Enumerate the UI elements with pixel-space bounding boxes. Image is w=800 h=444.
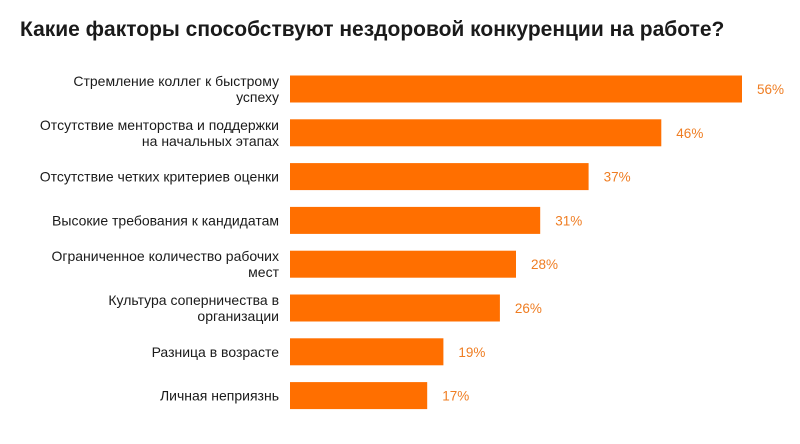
bar xyxy=(290,338,444,366)
bar xyxy=(290,382,428,410)
category-label-line: мест xyxy=(248,264,279,280)
category-label: Отсутствие четких критериев оценки xyxy=(40,169,279,185)
chart-title: Какие факторы способствуют нездоровой ко… xyxy=(20,18,725,41)
category-label: Ограниченное количество рабочих мест xyxy=(51,248,279,280)
category-label-line: организации xyxy=(197,308,279,324)
value-label: 26% xyxy=(515,301,542,316)
value-label: 28% xyxy=(531,257,558,272)
value-label: 46% xyxy=(676,126,703,141)
bars-layer xyxy=(290,75,742,410)
category-label-line: Стремление коллег к быстрому xyxy=(73,73,279,89)
bar xyxy=(290,75,742,103)
category-label-line: Высокие требования к кандидатам xyxy=(52,212,279,228)
bar xyxy=(290,163,589,191)
category-label-line: Ограниченное количество рабочих xyxy=(51,248,279,264)
category-labels-layer: Стремление коллег к быстрому успеху Отсутс… xyxy=(40,73,280,404)
bar xyxy=(290,119,662,147)
category-label-line: Отсутствие четких критериев оценки xyxy=(40,169,279,185)
category-label: Отсутствие менторства и поддержки на нача… xyxy=(40,117,279,149)
category-label-line: Личная неприязнь xyxy=(160,388,279,404)
bar xyxy=(290,206,541,234)
value-labels-layer: 56% 46% 37% 31% 28% 26% 19% 17% xyxy=(442,82,784,404)
category-label: Высокие требования к кандидатам xyxy=(52,212,279,228)
category-label-line: Культура соперничества в xyxy=(108,292,279,308)
category-label: Стремление коллег к быстрому успеху xyxy=(73,73,279,105)
category-label: Культура соперничества в организации xyxy=(108,292,279,324)
category-label-line: Разница в возрасте xyxy=(152,344,280,360)
value-label: 56% xyxy=(757,82,784,97)
category-label: Разница в возрасте xyxy=(152,344,280,360)
category-label: Личная неприязнь xyxy=(160,388,279,404)
bar xyxy=(290,250,516,278)
category-label-line: Отсутствие менторства и поддержки xyxy=(40,117,279,133)
value-label: 19% xyxy=(458,345,485,360)
value-label: 31% xyxy=(555,213,582,228)
category-label-line: успеху xyxy=(236,89,279,105)
category-label-line: на начальных этапах xyxy=(142,133,279,149)
bar xyxy=(290,294,500,322)
value-label: 17% xyxy=(442,389,469,404)
value-label: 37% xyxy=(604,170,631,185)
